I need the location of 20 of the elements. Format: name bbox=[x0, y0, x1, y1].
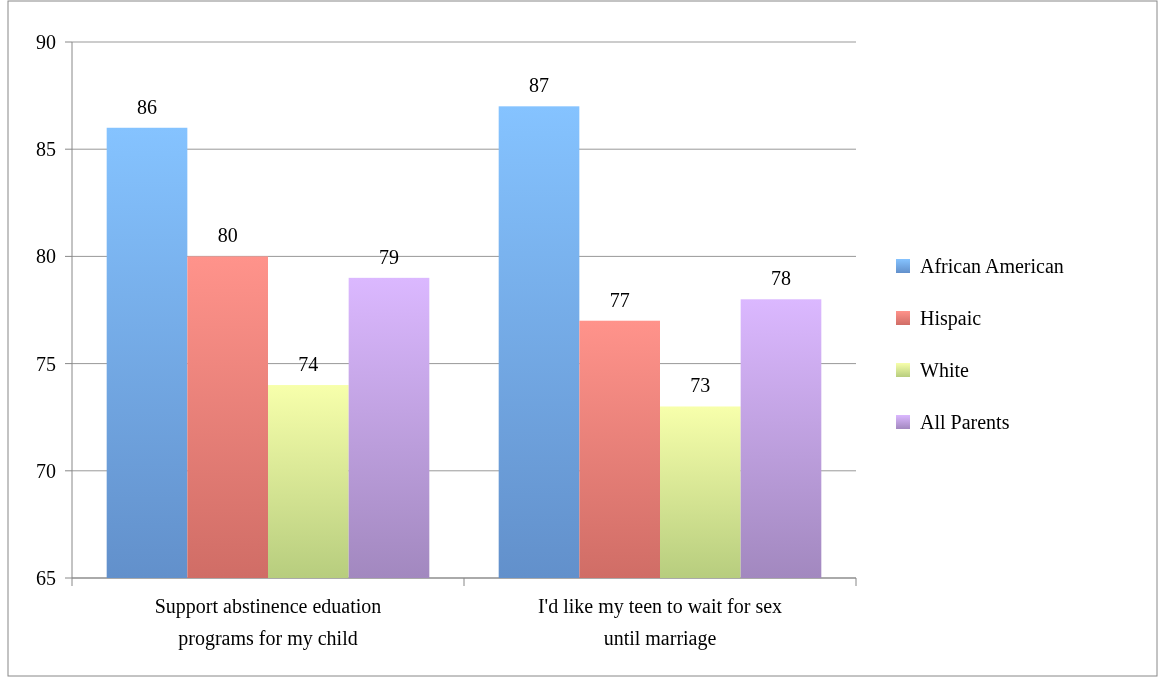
y-tick-label: 70 bbox=[36, 459, 56, 482]
x-tick-label: Support abstinence eduation programs for my child bbox=[154, 595, 382, 650]
data-label: 73 bbox=[690, 374, 711, 397]
y-tick-label: 85 bbox=[36, 138, 56, 161]
data-label: 74 bbox=[298, 353, 319, 376]
y-tick-label: 80 bbox=[36, 245, 56, 268]
data-label: 80 bbox=[217, 224, 238, 247]
data-label: 77 bbox=[609, 288, 630, 311]
data-label: 87 bbox=[529, 74, 550, 97]
y-tick-label: 75 bbox=[36, 352, 56, 375]
y-tick-label: 65 bbox=[36, 567, 56, 589]
legend-label: African American bbox=[920, 255, 1064, 277]
data-label: 78 bbox=[770, 267, 791, 290]
legend-label: Hispaic bbox=[920, 307, 982, 330]
legend-label: All Parents bbox=[920, 411, 1010, 433]
x-tick-label: I'd like my teen to wait for sex until marriage bbox=[537, 595, 783, 650]
data-label: 79 bbox=[378, 245, 399, 268]
data-label: 86 bbox=[137, 95, 158, 118]
legend-label: White bbox=[920, 359, 969, 381]
y-tick-label: 90 bbox=[36, 31, 56, 53]
